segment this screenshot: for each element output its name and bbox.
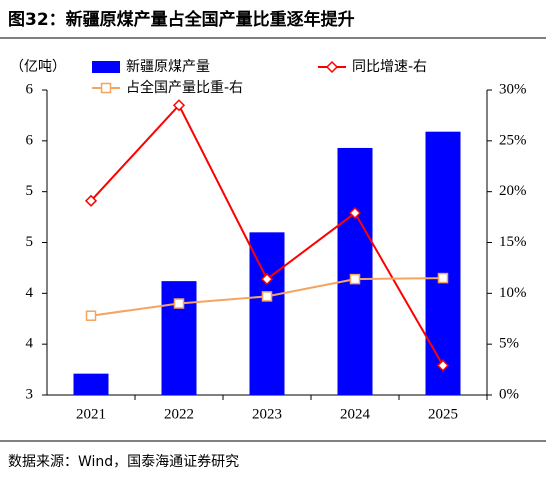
point (437, 272, 449, 284)
y-tick-label: 5 (26, 234, 34, 250)
bar (337, 147, 373, 395)
point (436, 359, 450, 372)
legend-label: 同比增速-右 (352, 59, 427, 75)
x-tick-label: 2023 (252, 406, 282, 422)
bar (161, 281, 197, 395)
point (85, 310, 97, 321)
y-tick-label: 4 (26, 285, 34, 301)
y2-tick-label: 25% (499, 132, 527, 148)
legend-label: 占全国产量比重-右 (126, 79, 243, 96)
x-tick-label: 2025 (428, 406, 458, 422)
y-tick-label: 3 (26, 386, 34, 402)
bar (73, 373, 109, 395)
y2-tick-label: 5% (499, 336, 519, 352)
x-tick-label: 2022 (164, 406, 194, 422)
legend-marker (100, 82, 112, 94)
point (172, 99, 186, 112)
point (261, 291, 273, 302)
point (84, 194, 98, 207)
y2-tick-label: 20% (499, 183, 527, 199)
point (349, 273, 361, 285)
x-tick-label: 2024 (340, 406, 371, 422)
y2-tick-label: 0% (499, 386, 519, 402)
chart-title: 图32：新疆原煤产量占全国产量比重逐年提升 (8, 9, 355, 30)
bar (249, 232, 285, 395)
source: 数据来源：Wind，国泰海通证券研究 (8, 454, 239, 470)
y-tick-label: 5 (26, 183, 34, 199)
point (260, 273, 274, 286)
y2-tick-label: 15% (499, 234, 527, 250)
legend-swatch (92, 61, 120, 73)
point (348, 206, 362, 220)
y2-tick-label: 30% (499, 81, 527, 97)
y-axis-label: （亿吨） (10, 59, 66, 75)
y-tick-label: 6 (26, 81, 34, 97)
bar (425, 131, 461, 395)
legend-marker (325, 60, 339, 74)
x-tick-label: 2021 (76, 406, 106, 422)
y-tick-label: 4 (26, 336, 34, 352)
point (173, 298, 185, 309)
legend-label: 新疆原煤产量 (126, 59, 210, 75)
y-tick-label: 6 (26, 132, 34, 148)
y2-tick-label: 10% (499, 285, 527, 301)
